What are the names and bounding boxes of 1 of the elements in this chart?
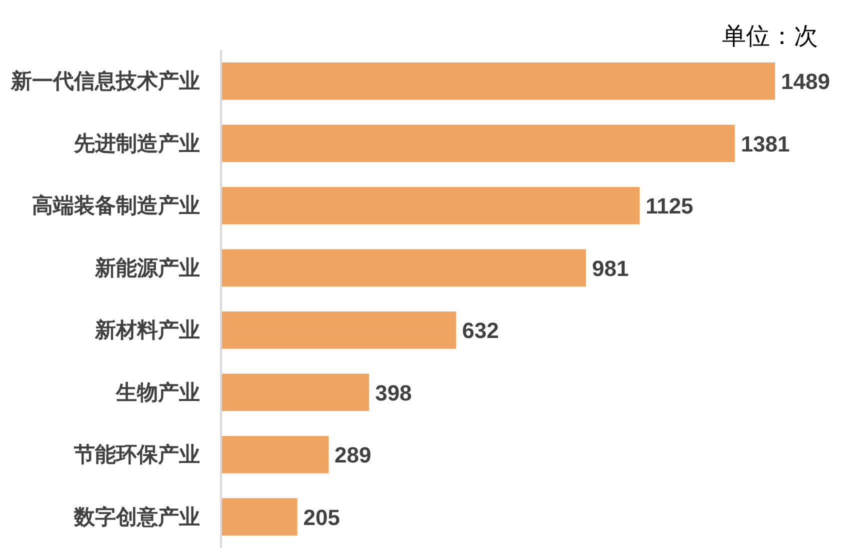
annotation: 单位：次: [722, 23, 818, 50]
